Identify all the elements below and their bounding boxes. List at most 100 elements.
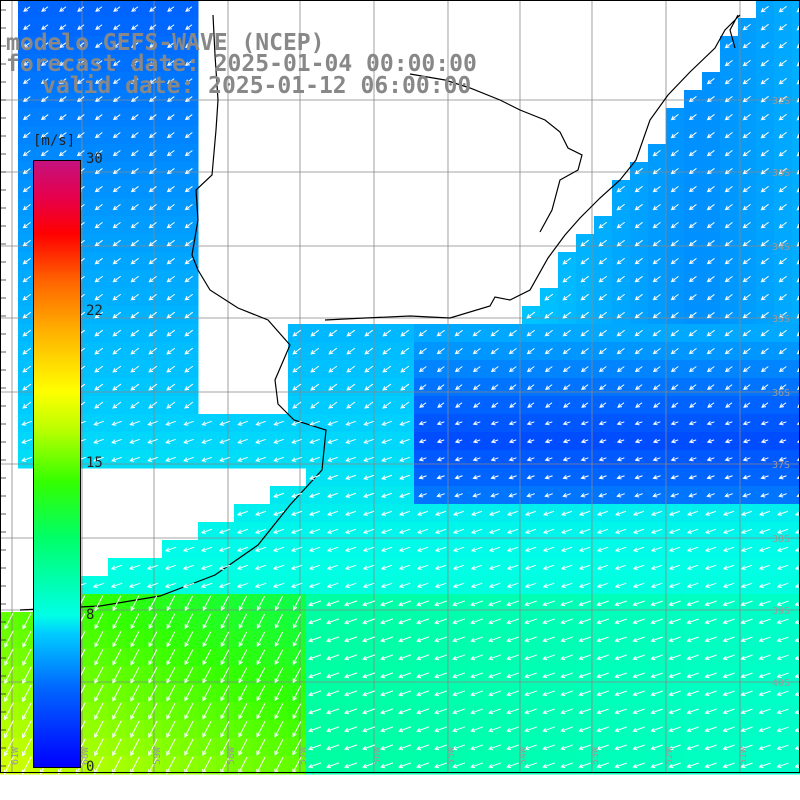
wind-vector [724,149,733,157]
wind-vector [760,293,769,301]
wind-vector [760,41,769,49]
wind-vector [689,384,697,390]
wind-vector [794,529,800,534]
latitude-label: 36S [772,388,790,399]
wind-vector [688,168,697,175]
wind-vector [94,631,104,648]
wind-vector [94,221,103,229]
wind-vector [778,221,787,229]
wind-vector [760,131,769,139]
wind-vector [418,474,427,480]
wind-vector [758,708,771,715]
wind-vector [398,618,412,625]
wind-vector [363,510,375,516]
wind-vector [794,601,800,607]
wind-vector [633,510,645,516]
wind-vector [434,672,448,679]
wind-vector [22,150,31,157]
wind-vector [614,744,627,751]
wind-vector [202,631,212,648]
wind-vector [308,528,321,534]
wind-vector [596,654,609,661]
wind-vector [418,493,427,498]
wind-vector [22,275,31,283]
wind-vector [398,690,412,697]
wind-vector [94,96,103,103]
wind-vector [94,383,104,391]
wind-vector [111,456,122,462]
wind-vector [760,149,769,157]
wind-vector [724,95,733,103]
wind-vector [722,654,735,661]
wind-vector [650,618,663,625]
wind-vector [94,347,104,355]
wind-vector [563,402,571,408]
wind-vector [237,438,248,444]
wind-vector [76,150,85,157]
wind-vector [758,654,771,661]
wind-vector [327,420,338,426]
wind-vector [688,438,697,444]
wind-vector [688,474,697,480]
wind-vector [506,672,519,679]
wind-vector [740,654,753,661]
wind-vector [653,384,661,390]
wind-vector [724,293,733,301]
latitude-label: 35S [772,314,790,325]
wind-vector [742,221,751,229]
wind-vector [526,420,535,426]
wind-vector [94,401,104,409]
wind-vector [219,420,230,426]
wind-vector [345,492,357,498]
wind-vector [760,329,769,337]
wind-vector [436,474,445,480]
wind-vector [688,347,697,355]
colorbar-units: [m/s] [33,133,76,149]
wind-vector [166,720,176,738]
wind-vector [525,510,537,516]
wind-vector [23,42,31,48]
wind-vector [760,347,769,355]
wind-vector [218,528,231,534]
wind-vector [148,293,158,301]
wind-vector [454,420,463,426]
wind-vector [166,401,176,409]
wind-vector [472,456,481,462]
wind-vector [472,347,481,355]
wind-vector [94,293,104,301]
wind-vector [363,492,375,498]
wind-vector [94,613,104,630]
wind-vector [166,239,175,247]
wind-vector [508,420,517,426]
wind-vector [724,113,733,121]
wind-vector [95,6,103,12]
wind-vector [688,493,697,498]
wind-vector [398,654,412,661]
wind-vector [524,690,537,697]
wind-vector [130,132,139,139]
wind-vector [578,636,591,643]
wind-vector [652,456,661,462]
wind-vector [94,78,103,85]
wind-vector [292,667,302,684]
wind-vector [130,595,140,612]
wind-vector [184,150,193,157]
wind-vector [94,275,103,283]
wind-vector [778,239,787,247]
wind-vector [544,493,553,498]
wind-vector [165,420,176,426]
wind-vector [40,78,49,85]
wind-vector [309,438,320,444]
wind-vector [652,167,661,175]
wind-vector [490,456,499,462]
wind-vector [380,654,394,661]
wind-vector [184,347,194,355]
wind-vector [308,690,322,697]
wind-vector [742,149,751,157]
wind-vector [508,474,517,480]
wind-vector [688,312,697,319]
wind-vector [704,654,717,661]
wind-vector [112,720,122,739]
wind-vector [167,6,175,12]
